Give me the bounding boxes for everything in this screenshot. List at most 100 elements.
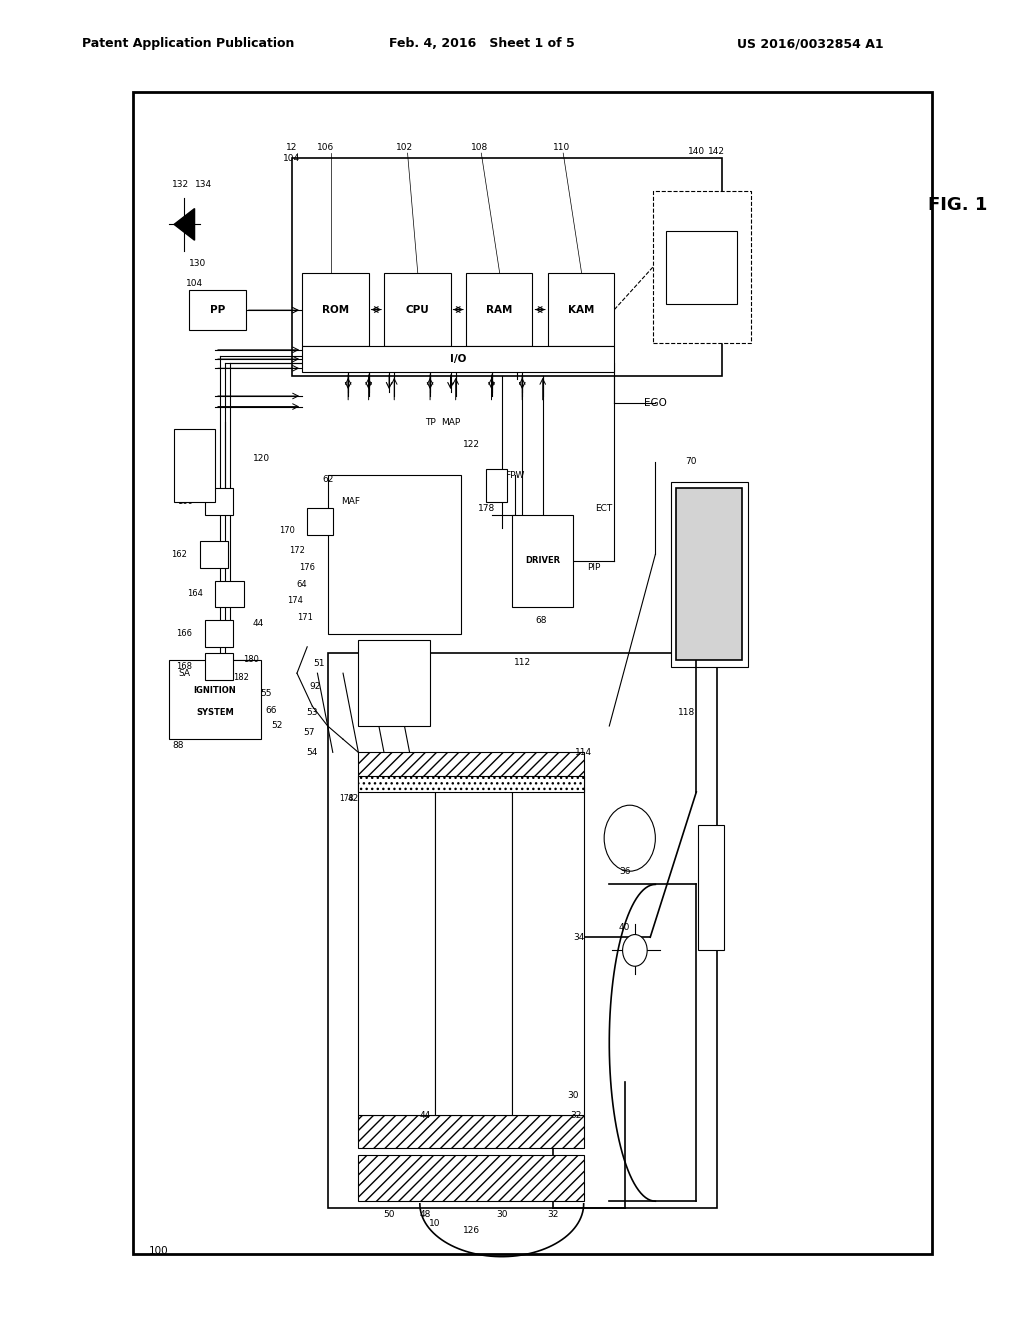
Text: ECT: ECT — [596, 504, 612, 512]
Text: EGO: EGO — [644, 397, 667, 408]
Text: 162: 162 — [171, 550, 187, 558]
Text: 57: 57 — [303, 729, 315, 737]
Bar — [676, 488, 742, 660]
Bar — [189, 290, 246, 330]
Text: 106: 106 — [317, 144, 334, 152]
Bar — [698, 825, 724, 950]
Text: 180: 180 — [243, 656, 259, 664]
Text: SYSTEM: SYSTEM — [197, 709, 233, 717]
Text: 112: 112 — [514, 659, 530, 667]
Text: 40: 40 — [618, 924, 631, 932]
Text: 54: 54 — [306, 748, 318, 756]
Bar — [666, 231, 737, 304]
Bar — [205, 653, 233, 680]
Text: 132: 132 — [172, 181, 189, 189]
Text: 122: 122 — [463, 441, 479, 449]
Text: 52: 52 — [270, 722, 283, 730]
Bar — [435, 785, 512, 1115]
Text: SA: SA — [178, 669, 190, 677]
Text: 68: 68 — [535, 616, 547, 624]
Text: 110: 110 — [553, 144, 569, 152]
Bar — [205, 620, 233, 647]
Text: 178: 178 — [478, 504, 495, 512]
Text: 170: 170 — [279, 527, 295, 535]
Text: 166: 166 — [176, 630, 193, 638]
Text: 171: 171 — [297, 614, 313, 622]
Text: ROM: ROM — [322, 305, 349, 314]
Text: 130: 130 — [189, 260, 207, 268]
Bar — [358, 1115, 584, 1148]
Text: 70: 70 — [685, 458, 697, 466]
Text: 176: 176 — [299, 564, 315, 572]
Text: 108: 108 — [471, 144, 487, 152]
Text: 62: 62 — [322, 475, 334, 483]
Text: 182: 182 — [232, 673, 249, 681]
Text: 32: 32 — [547, 1210, 559, 1218]
Polygon shape — [174, 209, 195, 240]
Bar — [174, 429, 215, 502]
Bar — [215, 581, 244, 607]
Bar — [548, 273, 614, 346]
Text: 164: 164 — [186, 590, 203, 598]
Text: 178: 178 — [339, 795, 353, 803]
Text: 172: 172 — [289, 546, 305, 554]
Bar — [358, 785, 435, 1115]
Text: MAF: MAF — [341, 498, 359, 506]
Text: 134: 134 — [195, 181, 212, 189]
Bar — [358, 640, 430, 726]
Bar — [358, 776, 584, 792]
Text: RAM: RAM — [486, 305, 512, 314]
Text: 53: 53 — [306, 709, 318, 717]
Text: 114: 114 — [575, 748, 592, 756]
Bar — [512, 785, 584, 1115]
Text: 50: 50 — [383, 1210, 395, 1218]
Bar — [486, 469, 507, 502]
Text: DRIVER: DRIVER — [525, 557, 560, 565]
Text: 12: 12 — [286, 144, 298, 152]
Text: 140: 140 — [688, 148, 705, 156]
Bar — [292, 158, 722, 376]
Bar — [302, 346, 614, 372]
Text: 168: 168 — [176, 663, 193, 671]
Bar — [671, 482, 748, 667]
Bar — [302, 273, 369, 346]
Bar — [328, 653, 717, 1208]
Text: 42: 42 — [348, 795, 358, 803]
Text: 142: 142 — [709, 148, 725, 156]
Bar — [328, 475, 461, 634]
Text: FPW: FPW — [506, 471, 524, 479]
Text: 100: 100 — [148, 1246, 168, 1257]
Text: MAP: MAP — [441, 418, 460, 426]
Text: 126: 126 — [463, 1226, 479, 1234]
Text: 36: 36 — [618, 867, 631, 875]
Text: 104: 104 — [186, 280, 203, 288]
Text: 88: 88 — [172, 742, 183, 750]
Bar — [200, 541, 228, 568]
Text: KAM: KAM — [568, 305, 594, 314]
Text: US 2016/0032854 A1: US 2016/0032854 A1 — [737, 37, 884, 50]
Bar — [653, 191, 751, 343]
Text: 48: 48 — [419, 1210, 431, 1218]
Text: 34: 34 — [572, 933, 585, 941]
Text: I/O: I/O — [451, 354, 466, 364]
Text: 32: 32 — [569, 1111, 582, 1119]
Text: 104: 104 — [284, 154, 300, 162]
Text: 120: 120 — [253, 454, 269, 462]
Circle shape — [623, 935, 647, 966]
Text: 160: 160 — [176, 498, 193, 506]
Bar — [358, 752, 584, 785]
Text: 55: 55 — [260, 689, 272, 697]
Text: 10: 10 — [429, 1220, 441, 1228]
Text: 92: 92 — [309, 682, 322, 690]
Text: 102: 102 — [396, 144, 413, 152]
Text: FIG. 1: FIG. 1 — [928, 195, 987, 214]
Text: PIP: PIP — [587, 564, 601, 572]
Bar — [466, 273, 532, 346]
Text: IGNITION: IGNITION — [194, 686, 237, 694]
Bar — [512, 515, 573, 607]
Text: PP: PP — [210, 305, 225, 315]
Bar — [133, 92, 932, 1254]
Text: TP: TP — [425, 418, 435, 426]
Text: 51: 51 — [313, 660, 326, 668]
Bar — [358, 1155, 584, 1201]
